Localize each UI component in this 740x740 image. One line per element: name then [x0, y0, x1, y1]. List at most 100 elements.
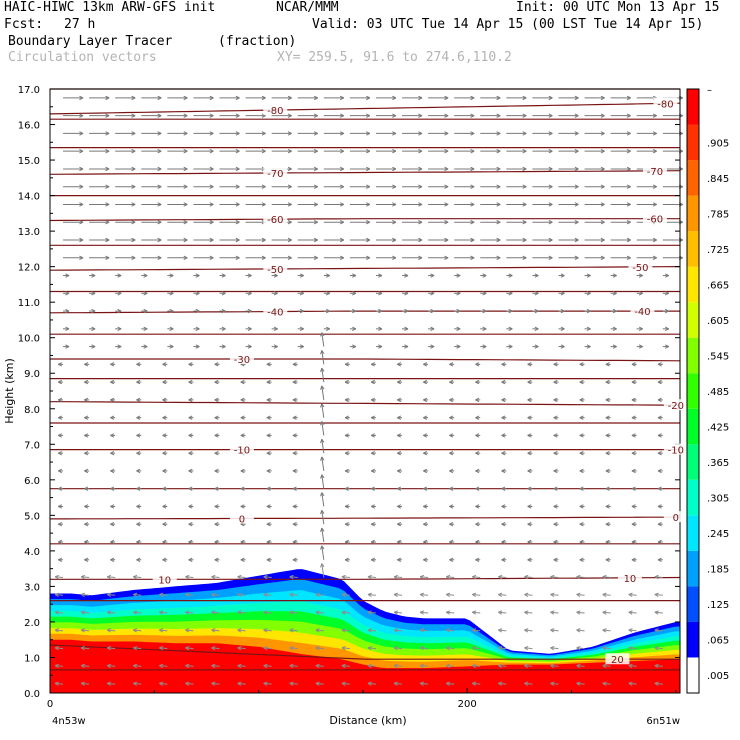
vector-arrowhead: [449, 557, 454, 562]
vector-arrowhead: [550, 681, 555, 686]
vector-arrowhead: [237, 592, 242, 598]
vector-arrowhead: [188, 433, 193, 438]
isotherm-line-6: [50, 401, 681, 406]
vector-arrowhead: [157, 202, 162, 207]
colorbar-swatch: [687, 550, 699, 587]
vector-arrowhead: [344, 415, 349, 420]
vector-arrowhead: [527, 379, 532, 385]
vector-arrowhead: [131, 184, 136, 189]
vector-arrow: [159, 593, 168, 596]
vector-arrowhead: [221, 344, 226, 349]
vector-arrowhead: [626, 184, 631, 189]
vector-arrowhead: [392, 113, 397, 118]
vector-arrowhead: [79, 237, 84, 243]
vector-arrow: [321, 368, 325, 383]
colorbar-top-label: –: [707, 85, 712, 96]
vector-arrowhead: [110, 362, 115, 367]
vector-arrowhead: [136, 379, 141, 385]
vector-arrowhead: [366, 237, 371, 243]
vector-arrowhead: [586, 273, 591, 278]
vector-arrowhead: [209, 131, 214, 136]
vector-arrowhead: [54, 592, 59, 598]
vector-arrowhead: [143, 308, 148, 314]
vector-arrowhead: [159, 610, 164, 615]
vector-arrowhead: [235, 202, 240, 207]
vector-arrow: [321, 492, 325, 507]
vector-arrowhead: [211, 663, 216, 669]
vector-arrowhead: [605, 397, 610, 403]
vector-arrowhead: [214, 468, 219, 474]
vector-arrowhead: [84, 450, 89, 456]
vector-arrowhead: [183, 148, 188, 154]
vector-arrowhead: [553, 379, 558, 385]
vector-arrowhead: [524, 574, 529, 580]
contour-label--60: -60: [267, 215, 283, 226]
y-axis-title: Height (km): [3, 358, 16, 424]
vector-arrowhead: [266, 379, 271, 385]
vector-arrowhead: [522, 113, 527, 118]
colorbar-swatch: [687, 266, 699, 303]
vector-arrowhead: [91, 291, 96, 296]
vector-arrowhead: [185, 628, 190, 633]
y-tick-label: 5.0: [24, 511, 40, 522]
vector-arrowhead: [339, 255, 345, 260]
vector-arrow: [472, 665, 481, 667]
vector-arrowhead: [600, 202, 605, 207]
vector-arrowhead: [397, 362, 402, 367]
vector-arrowhead: [496, 95, 501, 101]
vector-arrow: [472, 611, 481, 614]
vector-arrowhead: [501, 557, 506, 562]
vector-arrowhead: [367, 610, 372, 615]
colorbar-label: .365: [707, 458, 729, 469]
vector-arrowhead: [58, 539, 63, 545]
vector-arrow: [367, 665, 377, 667]
vector-arrowhead: [136, 450, 141, 456]
vector-arrowhead: [79, 166, 84, 172]
vector-arrowhead: [339, 95, 345, 101]
colorbar-label: .305: [707, 494, 729, 505]
vector-arrowhead: [664, 308, 670, 314]
vector-arrowhead: [522, 95, 527, 101]
vector-arrowhead: [366, 202, 371, 207]
vector-arrowhead: [58, 450, 63, 456]
vector-arrowhead: [58, 433, 63, 438]
vector-arrowhead: [626, 255, 631, 260]
vector-arrowhead: [315, 663, 320, 669]
vector-arrowhead: [553, 468, 558, 474]
vector-arrowhead: [266, 362, 271, 367]
vector-arrowhead: [470, 113, 475, 118]
vector-arrow: [159, 682, 168, 685]
vector-arrowhead: [602, 663, 607, 669]
vector-arrowhead: [392, 255, 397, 260]
colorbar-frame: [686, 88, 700, 694]
vector-arrowhead: [370, 504, 375, 509]
vector-arrow: [654, 629, 663, 632]
vector-arrowhead: [418, 237, 423, 243]
vector-arrowhead: [664, 344, 670, 349]
vector-arrowhead: [445, 628, 451, 633]
vector-arrowhead: [496, 237, 501, 243]
vector-arrow: [315, 665, 324, 667]
contour-label--70: -70: [267, 169, 283, 180]
vector-arrowhead: [652, 237, 657, 243]
colorbar-label: .665: [707, 280, 729, 291]
vector-arrowhead: [553, 557, 558, 562]
vector-arrow: [321, 510, 325, 525]
vector-arrowhead: [501, 450, 506, 456]
vector-arrowhead: [445, 610, 451, 615]
vector-arrowhead: [522, 166, 527, 172]
vector-arrow: [315, 682, 324, 685]
vector-arrowhead: [313, 184, 318, 189]
vector-arrowhead: [105, 184, 110, 189]
vector-arrowhead: [352, 344, 357, 349]
vector-arrowhead: [423, 468, 428, 474]
vector-arrow: [81, 593, 90, 596]
vector-arrowhead: [80, 610, 86, 615]
y-tick-label: 10.0: [18, 334, 40, 345]
vector-arrowhead: [456, 344, 461, 349]
vector-arrowhead: [612, 326, 617, 332]
vector-arrowhead: [445, 592, 451, 598]
vector-arrowhead: [214, 486, 219, 491]
vector-arrowhead: [106, 645, 112, 651]
vector-arrowhead: [247, 326, 252, 332]
